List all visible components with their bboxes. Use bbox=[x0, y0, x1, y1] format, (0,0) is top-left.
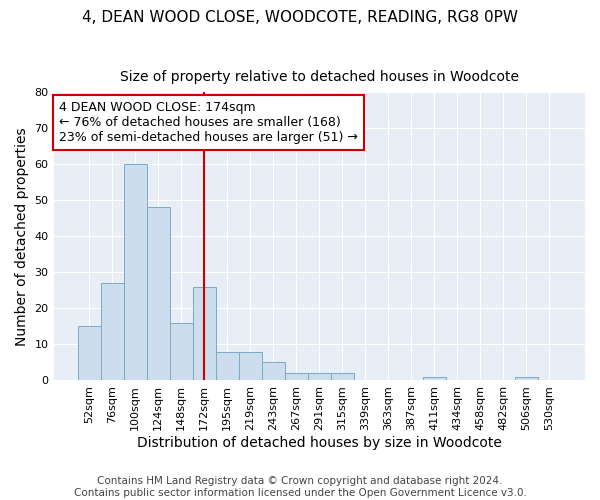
Bar bbox=[331, 373, 354, 380]
Bar bbox=[193, 286, 216, 380]
Title: Size of property relative to detached houses in Woodcote: Size of property relative to detached ho… bbox=[120, 70, 519, 84]
Text: 4, DEAN WOOD CLOSE, WOODCOTE, READING, RG8 0PW: 4, DEAN WOOD CLOSE, WOODCOTE, READING, R… bbox=[82, 10, 518, 25]
Bar bbox=[423, 377, 446, 380]
Bar bbox=[147, 208, 170, 380]
X-axis label: Distribution of detached houses by size in Woodcote: Distribution of detached houses by size … bbox=[137, 436, 502, 450]
Bar bbox=[239, 352, 262, 380]
Bar bbox=[124, 164, 147, 380]
Bar bbox=[285, 373, 308, 380]
Text: 4 DEAN WOOD CLOSE: 174sqm
← 76% of detached houses are smaller (168)
23% of semi: 4 DEAN WOOD CLOSE: 174sqm ← 76% of detac… bbox=[59, 101, 358, 144]
Bar bbox=[262, 362, 285, 380]
Text: Contains HM Land Registry data © Crown copyright and database right 2024.
Contai: Contains HM Land Registry data © Crown c… bbox=[74, 476, 526, 498]
Bar bbox=[170, 323, 193, 380]
Bar bbox=[77, 326, 101, 380]
Bar bbox=[515, 377, 538, 380]
Y-axis label: Number of detached properties: Number of detached properties bbox=[15, 127, 29, 346]
Bar bbox=[101, 283, 124, 380]
Bar bbox=[308, 373, 331, 380]
Bar bbox=[216, 352, 239, 380]
